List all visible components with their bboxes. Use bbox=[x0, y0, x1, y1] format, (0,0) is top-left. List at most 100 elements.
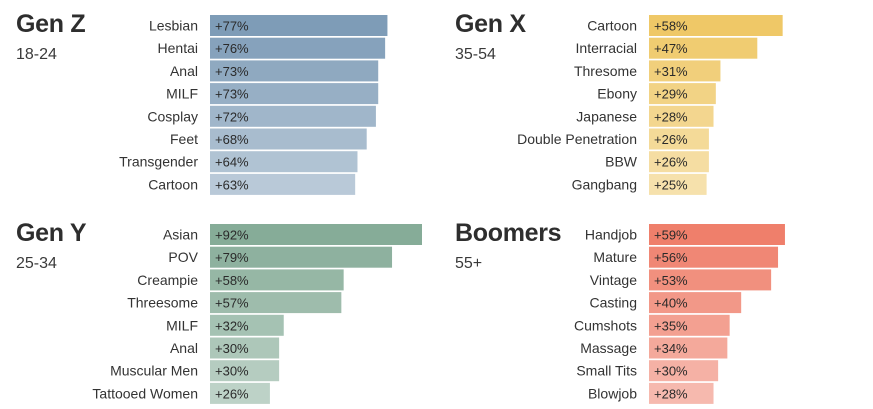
category-label: Handjob bbox=[585, 227, 637, 243]
category-label: Muscular Men bbox=[110, 363, 198, 379]
bar-vintage bbox=[649, 269, 772, 291]
category-label: Feet bbox=[170, 131, 198, 147]
bar-tattooed-women bbox=[210, 382, 270, 404]
value-label: +30% bbox=[215, 341, 249, 356]
value-label: +92% bbox=[215, 228, 249, 243]
bar-creampie bbox=[210, 269, 344, 291]
bar-massage bbox=[649, 337, 728, 359]
bar-gangbang bbox=[649, 173, 707, 195]
category-label: Cosplay bbox=[147, 108, 198, 124]
category-label: Anal bbox=[170, 340, 198, 356]
category-label: Transgender bbox=[119, 154, 198, 170]
category-label: Anal bbox=[170, 63, 198, 79]
value-label: +77% bbox=[215, 19, 249, 34]
value-label: +76% bbox=[215, 41, 249, 56]
bar-bbw bbox=[649, 151, 709, 173]
category-label: Interracial bbox=[576, 40, 637, 56]
value-label: +26% bbox=[215, 386, 249, 401]
category-label: Cumshots bbox=[574, 317, 637, 333]
bar-chart: Handjob +59% Mature +56% Vintage +53% Casting +… bbox=[574, 224, 785, 404]
value-label: +26% bbox=[654, 155, 688, 170]
value-label: +35% bbox=[654, 318, 688, 333]
value-label: +28% bbox=[654, 109, 688, 124]
bar-pov bbox=[210, 246, 393, 268]
bar-japanese bbox=[649, 105, 714, 127]
category-label: Ebony bbox=[597, 86, 637, 102]
category-label: Lesbian bbox=[149, 18, 198, 34]
value-label: +30% bbox=[215, 364, 249, 379]
bar-chart: Lesbian +77% Hentai +76% Anal +73% MILF +73% Cos… bbox=[119, 15, 388, 195]
category-label: Casting bbox=[590, 295, 637, 311]
category-label: MILF bbox=[166, 86, 198, 102]
value-label: +59% bbox=[654, 228, 688, 243]
value-label: +63% bbox=[215, 177, 249, 192]
category-label: BBW bbox=[605, 154, 638, 170]
category-label: Double Penetration bbox=[517, 131, 637, 147]
bar-mature bbox=[649, 246, 779, 268]
value-label: +73% bbox=[215, 87, 249, 102]
category-label: Gangbang bbox=[572, 176, 637, 192]
value-label: +25% bbox=[654, 177, 688, 192]
category-label: Threesome bbox=[127, 295, 198, 311]
panel-gen-y: Gen Y 25-34 Asian +92% POV +79% Creampie +58%… bbox=[0, 209, 430, 404]
bar-handjob bbox=[649, 224, 785, 245]
value-label: +30% bbox=[654, 364, 688, 379]
value-label: +31% bbox=[654, 64, 688, 79]
category-label: Vintage bbox=[590, 272, 637, 288]
value-label: +68% bbox=[215, 132, 249, 147]
panel-title: Gen Z bbox=[16, 10, 86, 38]
bar-asian bbox=[210, 224, 422, 245]
category-label: Asian bbox=[163, 227, 198, 243]
bar-double-penetration bbox=[649, 128, 709, 150]
value-label: +47% bbox=[654, 41, 688, 56]
bar-milf bbox=[210, 83, 379, 105]
category-label: Mature bbox=[593, 249, 637, 265]
bar-thresome bbox=[649, 60, 721, 82]
bar-ebony bbox=[649, 83, 716, 105]
panel-gen-x: Gen X 35-54 Cartoon +58% Interracial +47% Th… bbox=[439, 0, 869, 195]
bar-blowjob bbox=[649, 382, 714, 404]
value-label: +32% bbox=[215, 318, 249, 333]
value-label: +40% bbox=[654, 296, 688, 311]
bar-feet bbox=[210, 128, 367, 150]
bar-hentai bbox=[210, 37, 386, 59]
value-label: +56% bbox=[654, 250, 688, 265]
bar-lesbian bbox=[210, 15, 388, 36]
category-label: MILF bbox=[166, 317, 198, 333]
value-label: +57% bbox=[215, 296, 249, 311]
panel-boomers: Boomers 55+ Handjob +59% Mature +56% Vintage… bbox=[439, 209, 869, 404]
category-label: Cartoon bbox=[587, 18, 637, 34]
value-label: +58% bbox=[654, 19, 688, 34]
category-label: Cartoon bbox=[148, 176, 198, 192]
bar-chart: Cartoon +58% Interracial +47% Thresome +31% Eb… bbox=[517, 15, 783, 195]
category-label: Massage bbox=[580, 340, 637, 356]
value-label: +64% bbox=[215, 155, 249, 170]
bar-cosplay bbox=[210, 105, 376, 127]
category-label: Hentai bbox=[158, 40, 198, 56]
value-label: +58% bbox=[215, 273, 249, 288]
bar-casting bbox=[649, 292, 742, 314]
category-label: Blowjob bbox=[588, 385, 637, 401]
value-label: +79% bbox=[215, 250, 249, 265]
value-label: +72% bbox=[215, 109, 249, 124]
value-label: +28% bbox=[654, 386, 688, 401]
category-label: Creampie bbox=[137, 272, 198, 288]
bar-cartoon bbox=[210, 173, 356, 195]
value-label: +73% bbox=[215, 64, 249, 79]
category-label: Thresome bbox=[574, 63, 637, 79]
bar-milf bbox=[210, 314, 284, 336]
category-label: POV bbox=[168, 249, 198, 265]
value-label: +26% bbox=[654, 132, 688, 147]
category-label: Japanese bbox=[576, 108, 637, 124]
panel-title: Boomers bbox=[455, 219, 562, 247]
bar-interracial bbox=[649, 37, 758, 59]
bar-cartoon bbox=[649, 15, 783, 36]
bar-chart: Asian +92% POV +79% Creampie +58% Threesome +57… bbox=[92, 224, 422, 404]
panel-age-range: 18-24 bbox=[16, 46, 57, 63]
category-label: Small Tits bbox=[576, 363, 637, 379]
value-label: +34% bbox=[654, 341, 688, 356]
bar-anal bbox=[210, 60, 379, 82]
panel-title: Gen X bbox=[455, 10, 526, 38]
value-label: +53% bbox=[654, 273, 688, 288]
panel-age-range: 55+ bbox=[455, 255, 483, 272]
